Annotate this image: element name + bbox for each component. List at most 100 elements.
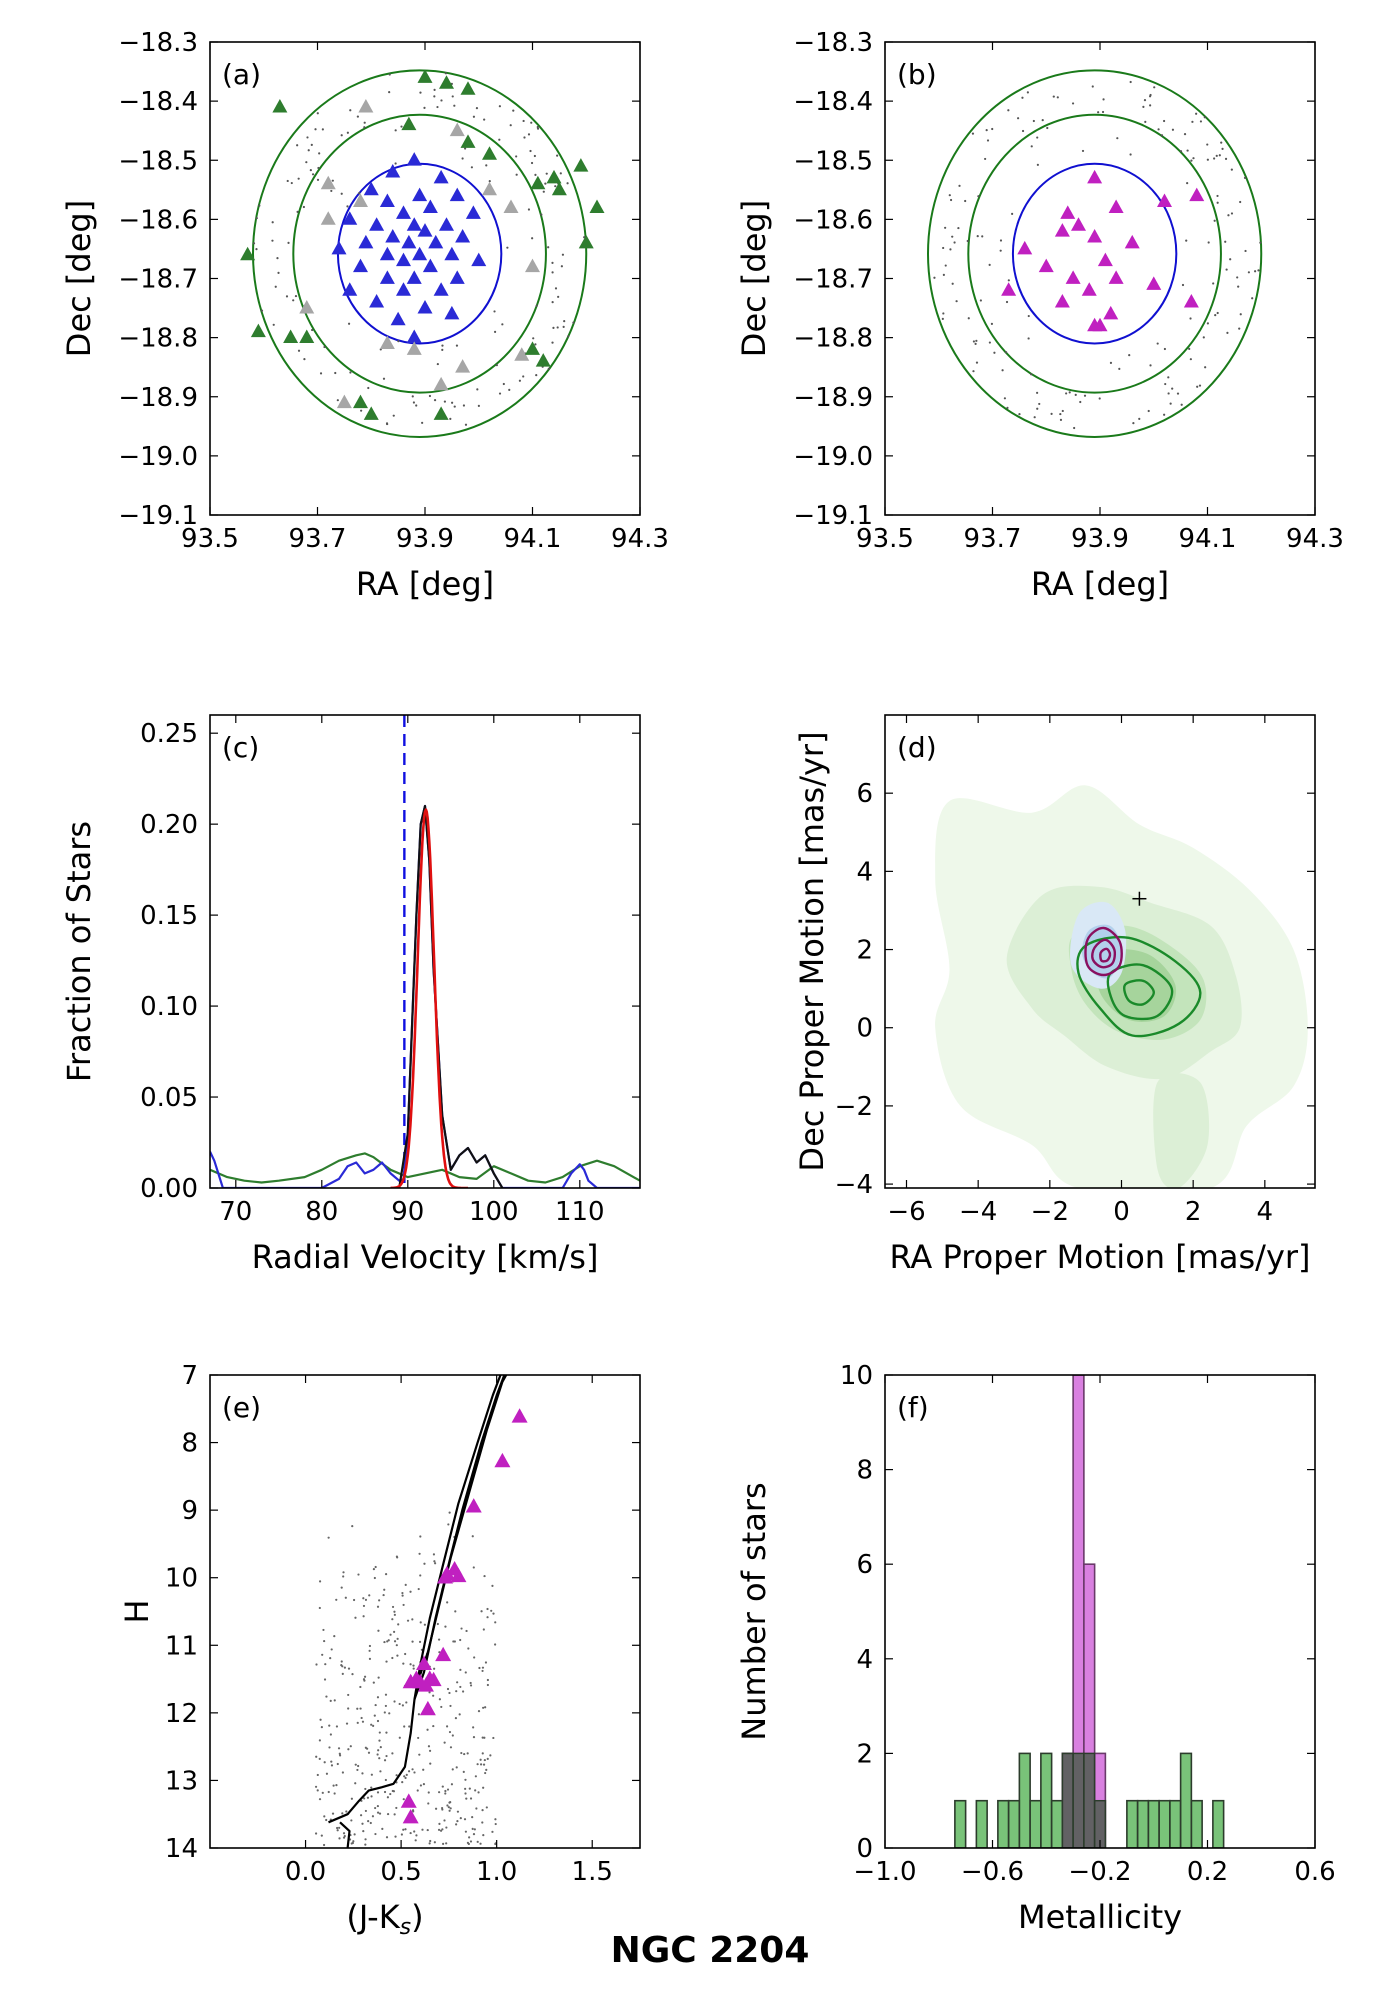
field-star-dot xyxy=(368,1657,372,1660)
field-star-dot xyxy=(1153,86,1156,89)
field-star-dot xyxy=(1007,109,1010,112)
field-star-dot xyxy=(486,1678,489,1682)
field-star-dot xyxy=(477,404,480,408)
field-star-dot xyxy=(459,1685,462,1689)
histogram-bar-field xyxy=(1169,1799,1182,1848)
field-star-dot xyxy=(436,1622,439,1626)
field-star-dot xyxy=(1224,240,1227,243)
field-star-dot xyxy=(315,1663,318,1666)
data-point xyxy=(342,211,358,225)
field-star-dot xyxy=(394,129,397,132)
field-star-dot xyxy=(423,1623,426,1626)
x-tick-label: 1.5 xyxy=(572,1857,613,1887)
field-star-dot xyxy=(341,1812,344,1815)
field-star-dot xyxy=(1224,157,1228,160)
field-star-dot xyxy=(527,133,531,136)
histogram-bar-field xyxy=(1007,1799,1021,1848)
field-star-dot xyxy=(563,320,566,323)
data-point xyxy=(385,163,401,178)
field-star-dot xyxy=(464,1671,467,1674)
field-star-dot xyxy=(1188,347,1191,350)
field-star-dot xyxy=(421,421,424,424)
x-tick-label: 93.7 xyxy=(289,524,347,554)
field-star-dot xyxy=(401,1594,404,1597)
field-star-dot xyxy=(330,1760,333,1763)
field-star-dot xyxy=(360,409,363,412)
field-star-dot xyxy=(409,1831,412,1835)
field-star-dot xyxy=(463,1752,466,1756)
y-tick-label: −4 xyxy=(835,1170,873,1200)
field-star-dot xyxy=(494,1822,497,1826)
field-star-dot xyxy=(444,1792,447,1795)
field-star-dot xyxy=(302,205,305,209)
field-star-dot xyxy=(331,1812,335,1815)
field-star-dot xyxy=(384,1704,387,1708)
field-star-dot xyxy=(448,1691,451,1695)
field-star-dot xyxy=(321,1653,324,1656)
data-point xyxy=(299,329,315,344)
field-star-dot xyxy=(318,1757,321,1760)
field-star-dot xyxy=(492,1612,495,1615)
data-point xyxy=(240,246,256,261)
data-point xyxy=(1146,276,1162,290)
data-point xyxy=(363,406,379,420)
field-star-dot xyxy=(1236,276,1239,279)
field-star-dot xyxy=(557,295,560,298)
density-region xyxy=(1153,1073,1210,1188)
y-tick-label: 14 xyxy=(165,1834,198,1864)
field-star-dot xyxy=(325,1695,328,1698)
data-point xyxy=(272,98,288,113)
field-star-dot xyxy=(446,1601,449,1604)
field-star-dot xyxy=(429,1839,432,1843)
field-star-dot xyxy=(1091,85,1094,88)
field-star-dot xyxy=(509,124,512,127)
field-star-dot xyxy=(1207,241,1210,244)
field-star-dot xyxy=(434,1562,437,1565)
field-star-dot xyxy=(498,105,501,108)
field-star-dot xyxy=(323,1815,326,1818)
field-star-dot xyxy=(561,253,565,256)
field-star-dot xyxy=(411,395,414,398)
field-star-dot xyxy=(356,1768,359,1772)
field-star-dot xyxy=(986,139,990,142)
field-star-dot xyxy=(1181,283,1185,287)
field-star-dot xyxy=(429,1762,432,1765)
y-tick-label: −18.8 xyxy=(118,324,198,354)
field-star-dot xyxy=(489,1754,492,1757)
field-star-dot xyxy=(1167,392,1170,395)
data-point xyxy=(422,199,438,213)
field-star-dot xyxy=(436,105,439,109)
x-tick-label: 2 xyxy=(1185,1197,1202,1227)
data-point xyxy=(379,193,395,208)
field-star-dot xyxy=(451,95,454,98)
field-star-dot xyxy=(473,1828,476,1831)
field-star-dot xyxy=(421,1828,424,1831)
data-point xyxy=(471,252,487,267)
data-point xyxy=(401,234,417,249)
field-star-dot xyxy=(315,1755,318,1758)
y-tick-label: 11 xyxy=(165,1631,198,1661)
field-star-dot xyxy=(975,339,978,342)
field-star-dot xyxy=(949,248,952,251)
field-star-dot xyxy=(357,1573,360,1576)
field-star-dot xyxy=(508,388,511,391)
field-star-dot xyxy=(482,1706,485,1709)
panel-e: 0.0 0.5 1.0 1.5 7 8 9 10 11 12 13 14 (J-Ks) H (e) xyxy=(118,1361,641,1940)
field-star-dot xyxy=(356,1707,359,1710)
field-star-dot xyxy=(345,1810,348,1813)
field-star-dot xyxy=(341,1771,344,1774)
field-star-dot xyxy=(1171,128,1175,131)
field-star-dot xyxy=(422,1768,425,1771)
field-star-dot xyxy=(438,1791,441,1794)
field-star-dot xyxy=(372,1724,375,1727)
y-tick-label: 8 xyxy=(856,1456,873,1486)
field-star-dot xyxy=(391,1656,394,1660)
field-star-dot xyxy=(364,1787,367,1791)
field-star-dot xyxy=(469,1840,473,1843)
field-star-dot xyxy=(1033,416,1036,419)
field-star-dot xyxy=(447,1523,450,1526)
field-star-dot xyxy=(470,166,473,169)
field-star-dot xyxy=(491,1830,494,1833)
field-star-dot xyxy=(384,1693,388,1696)
field-star-dot xyxy=(328,1746,331,1749)
